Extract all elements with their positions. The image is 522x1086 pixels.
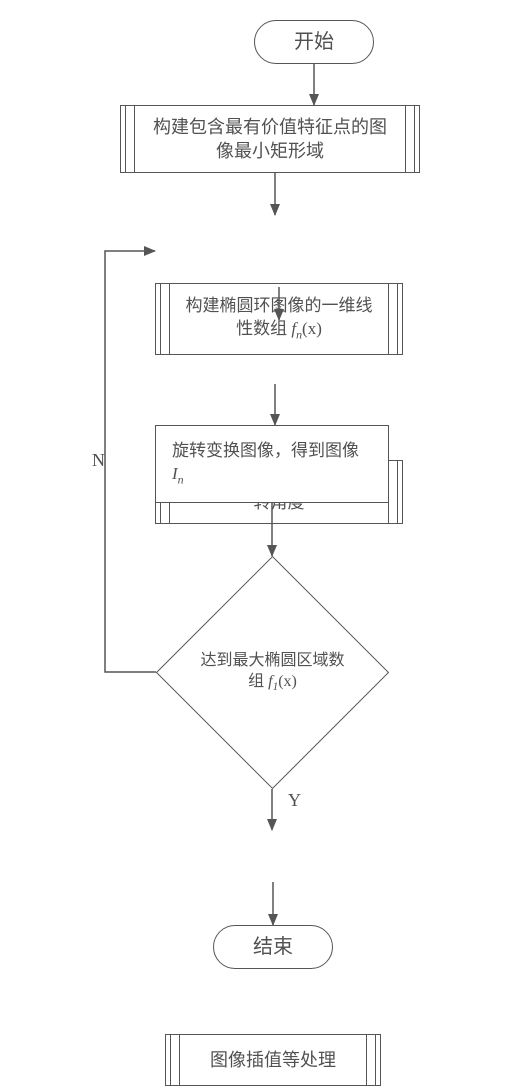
edge-dec-s2-N bbox=[105, 251, 156, 672]
node-step2-label: 构建椭圆环图像的一维线性数组 fn(x) bbox=[182, 295, 376, 342]
node-step4-label: 旋转变换图像，得到图像 In bbox=[172, 440, 372, 487]
node-start: 开始 bbox=[254, 20, 374, 64]
node-decision-label: 达到最大椭圆区域数组 f1(x) bbox=[190, 590, 355, 755]
node-step4: 旋转变换图像，得到图像 In bbox=[155, 425, 389, 503]
node-end-label: 结束 bbox=[253, 934, 293, 961]
node-step2: 构建椭圆环图像的一维线性数组 fn(x) bbox=[155, 283, 403, 355]
node-step4-prefix: 旋转变换图像，得到图像 bbox=[172, 441, 359, 460]
node-step2-prefix: 构建椭圆环图像的一维线性数组 bbox=[186, 296, 373, 338]
node-step5-label: 图像插值等处理 bbox=[210, 1048, 336, 1072]
node-step1-label: 构建包含最有价值特征点的图像最小矩形域 bbox=[147, 115, 393, 164]
node-step5: 图像插值等处理 bbox=[165, 1034, 381, 1086]
flowchart-canvas: 开始 构建包含最有价值特征点的图像最小矩形域 构建椭圆环图像的一维线性数组 fn… bbox=[0, 0, 522, 1000]
node-step2-formula: fn(x) bbox=[291, 319, 322, 338]
node-step4-formula: In bbox=[172, 464, 184, 483]
node-decision-formula: f1(x) bbox=[268, 673, 297, 690]
node-start-label: 开始 bbox=[294, 29, 334, 56]
node-step1: 构建包含最有价值特征点的图像最小矩形域 bbox=[120, 105, 420, 173]
node-end: 结束 bbox=[213, 925, 333, 969]
edge-label-N: N bbox=[92, 450, 105, 471]
node-decision: 达到最大椭圆区域数组 f1(x) bbox=[190, 590, 355, 755]
edge-label-Y: Y bbox=[288, 790, 301, 811]
